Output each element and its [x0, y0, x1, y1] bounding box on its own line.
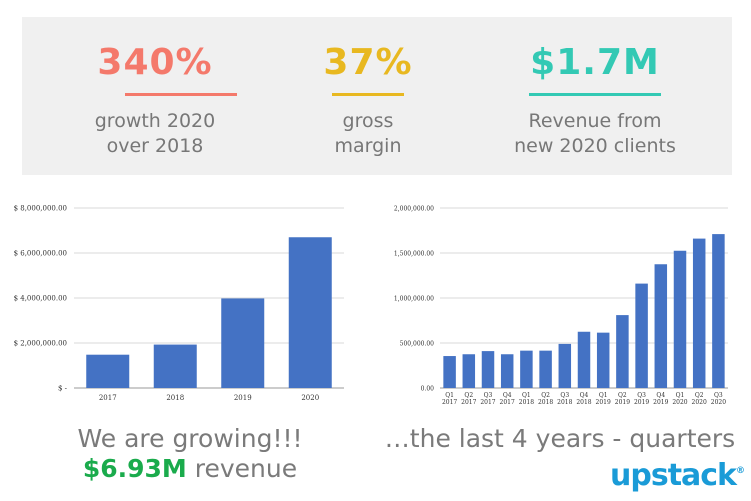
chart2-bar [635, 283, 648, 388]
chart2-xtick-label: 2019 [634, 399, 649, 406]
chart2-xtick-label: Q2 [618, 392, 627, 399]
chart2-xtick-label: Q4 [503, 392, 512, 399]
chart2-xtick-label: Q4 [580, 392, 589, 399]
chart2-xtick-label: 2017 [480, 399, 495, 406]
chart2-xtick-label: Q1 [599, 392, 608, 399]
chart2-bar [577, 331, 591, 388]
chart1-xtick-label: 2017 [99, 394, 117, 402]
stats-panel: 340% growth 2020 over 2018 37% gross mar… [22, 17, 732, 175]
chart2-bar [443, 356, 456, 388]
chart2-xtick-label: 2019 [615, 399, 630, 406]
chart2-ytick-label: 500,000.00 [400, 341, 435, 348]
chart2-xtick-label: 2018 [519, 399, 534, 406]
left-caption-line1: We are growing!!! [77, 424, 303, 453]
chart2-bar [520, 350, 533, 388]
stat-margin-line1: gross [342, 110, 394, 132]
chart2-bar [616, 315, 629, 388]
chart2-ytick-label: 2,000,000.00 [394, 206, 434, 213]
chart1-ytick-label: $ - [58, 385, 68, 393]
chart2-xtick-label: 2018 [576, 399, 591, 406]
stat-growth-value: 340% [97, 42, 213, 83]
chart1-bar [153, 344, 197, 388]
chart2-xtick-label: Q2 [541, 392, 550, 399]
stat-margin-value: 37% [323, 42, 413, 83]
chart1-bar [288, 237, 332, 388]
chart2-xtick-label: 2020 [711, 399, 726, 406]
chart2-xtick-label: 2018 [538, 399, 553, 406]
stat-margin-underline [332, 93, 404, 96]
chart2-ytick-label: 1,500,000.00 [394, 251, 434, 258]
chart2-xtick-label: Q3 [714, 392, 723, 399]
chart2-xtick-label: 2017 [500, 399, 515, 406]
upstack-logo: upstack® [610, 458, 745, 493]
chart2-xtick-label: Q3 [484, 392, 493, 399]
chart2-xtick-label: 2019 [596, 399, 611, 406]
chart2-xtick-label: Q1 [676, 392, 685, 399]
chart2-xtick-label: Q3 [560, 392, 569, 399]
total-revenue-amount: $6.93M [82, 454, 187, 483]
chart2-xtick-label: Q4 [656, 392, 665, 399]
left-caption: We are growing!!! $6.93M revenue [40, 424, 340, 484]
stat-revenue-line2: new 2020 clients [514, 135, 676, 157]
chart1-xtick-label: 2019 [234, 394, 252, 402]
stat-revenue-value: $1.7M [530, 42, 660, 83]
chart1-bar [86, 354, 130, 388]
chart1-ytick-label: $ 6,000,000.00 [14, 250, 67, 258]
logo-registered-mark: ® [736, 466, 745, 476]
right-caption: …the last 4 years - quarters [384, 424, 736, 453]
chart1-ytick-label: $ 2,000,000.00 [14, 340, 67, 348]
chart2-bar [596, 332, 610, 388]
chart2-xtick-label: Q2 [695, 392, 704, 399]
chart2-bar [712, 234, 725, 388]
stat-revenue-underline [529, 93, 661, 96]
chart1-ytick-label: $ 8,000,000.00 [14, 205, 67, 213]
stat-growth-line2: over 2018 [106, 135, 204, 157]
chart2-bar [673, 250, 687, 388]
stat-growth-line1: growth 2020 [94, 110, 216, 132]
chart2-ytick-label: 1,000,000.00 [394, 296, 434, 303]
logo-text: upstack [610, 458, 737, 493]
chart2-xtick-label: Q1 [522, 392, 531, 399]
chart2-xtick-label: Q2 [464, 392, 473, 399]
chart2-xtick-label: 2019 [653, 399, 668, 406]
chart2-xtick-label: 2020 [692, 399, 707, 406]
chart2-bar [692, 238, 706, 388]
chart2-xtick-label: Q1 [445, 392, 454, 399]
chart2-xtick-label: Q3 [637, 392, 646, 399]
chart2-xtick-label: 2020 [672, 399, 687, 406]
chart2-bar [558, 343, 572, 388]
chart1-bar [221, 298, 265, 388]
chart2-xtick-label: 2017 [461, 399, 476, 406]
chart2-xtick-label: 2017 [442, 399, 457, 406]
stat-margin-line2: margin [334, 135, 402, 157]
total-revenue-suffix: revenue [186, 454, 298, 483]
chart2-bar [462, 354, 476, 388]
chart2-xtick-label: 2018 [557, 399, 572, 406]
stat-growth-underline [125, 93, 237, 96]
chart1-xtick-label: 2020 [301, 394, 319, 402]
stat-revenue-line1: Revenue from [528, 110, 662, 132]
chart2-bar [654, 264, 668, 388]
chart1-ytick-label: $ 4,000,000.00 [14, 295, 67, 303]
chart2-bar [539, 350, 552, 388]
chart2-bar [481, 351, 495, 388]
chart2-bar [500, 354, 514, 388]
chart2-ytick-label: 0.00 [421, 386, 435, 393]
chart1-xtick-label: 2018 [166, 394, 184, 402]
